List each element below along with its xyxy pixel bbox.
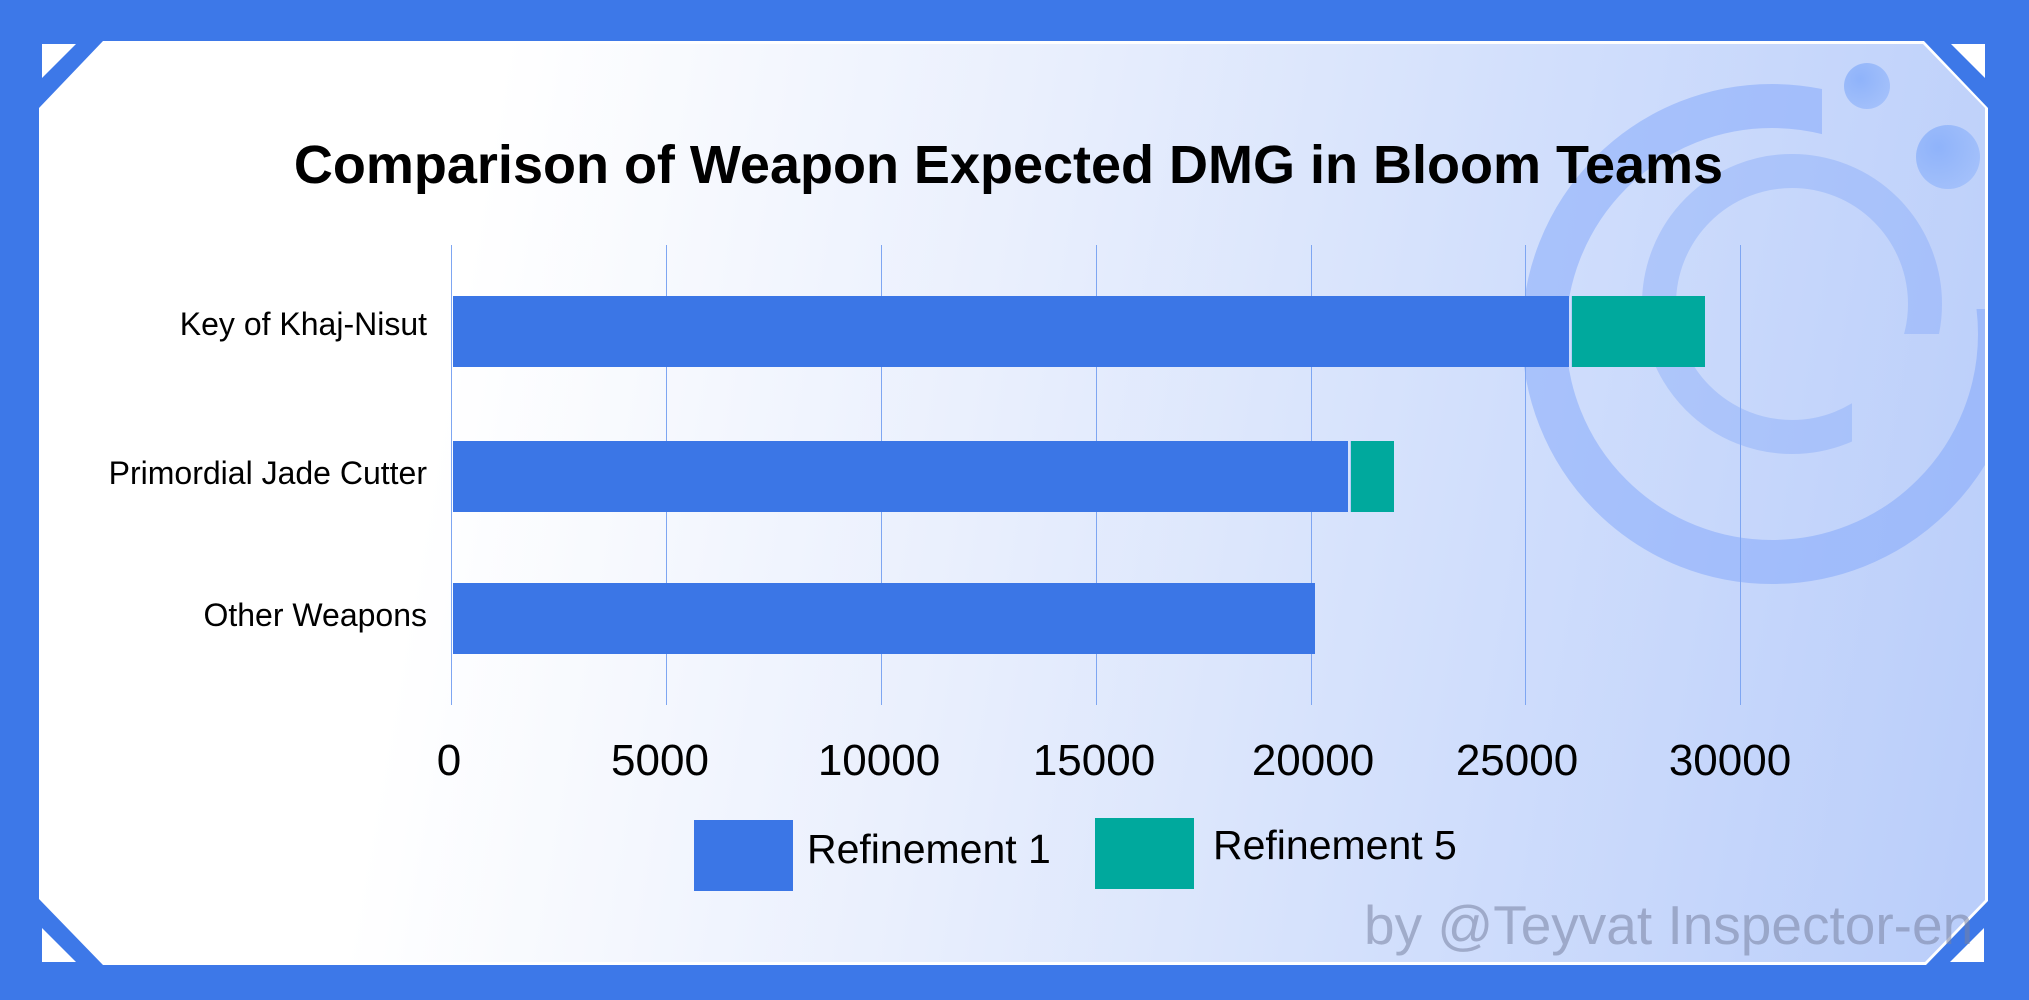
x-axis-tick: 20000 [1251,736,1375,785]
gridline-30000 [1740,245,1741,705]
decorative-dot-small [1844,63,1890,109]
decorative-dot-large [1916,125,1980,189]
y-axis-label: Key of Khaj-Nisut [179,306,427,342]
x-axis-tick: 25000 [1455,736,1579,785]
x-axis-tick: 0 [436,736,462,785]
x-axis-tick: 10000 [817,736,941,785]
chart-title-text: Comparison of Weapon Expected DMG in Blo… [293,135,1724,195]
y-axis-label: Other Weapons [203,597,427,633]
legend-label-refinement-1: Refinement 1 [807,826,1051,872]
x-axis-tick: 5000 [611,736,709,785]
legend-label-refinement-5: Refinement 5 [1213,822,1457,868]
bar-series-r5 [1571,296,1706,367]
x-axis-tick: 15000 [1032,736,1156,785]
legend-swatch-refinement-5 [1095,818,1194,889]
watermark-credit: by @Teyvat Inspector-en [1364,894,1974,956]
gridline-25000 [1525,245,1526,705]
chart-panel [42,44,1985,962]
bar-series-r5 [1349,441,1394,512]
bar-series-r1 [453,583,1316,654]
chart-title: Comparison of Weapon Expected DMG in Blo… [0,134,2029,196]
y-axis-label: Primordial Jade Cutter [108,455,427,491]
gridline-0 [451,245,452,705]
bar-series-r1 [453,296,1569,367]
legend-swatch-refinement-1 [694,820,793,891]
x-axis-tick: 30000 [1668,736,1792,785]
bar-series-r1 [453,441,1348,512]
